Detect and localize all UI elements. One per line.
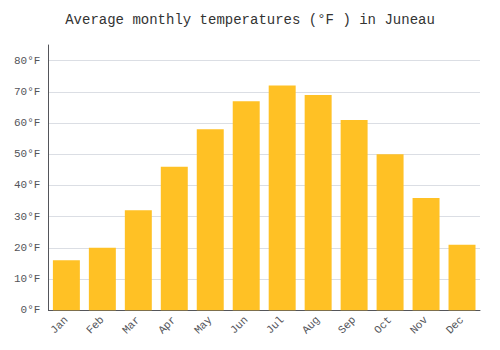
svg-text:70°F: 70°F [14,86,40,98]
svg-text:Aug: Aug [300,314,322,336]
svg-text:Average monthly temperatures (: Average monthly temperatures (°F ) in Ju… [65,12,435,28]
svg-text:Dec: Dec [444,314,466,336]
svg-text:40°F: 40°F [14,179,40,191]
svg-text:80°F: 80°F [14,55,40,67]
svg-text:50°F: 50°F [14,148,40,160]
svg-text:Jun: Jun [228,314,250,336]
svg-text:Jul: Jul [264,314,286,336]
svg-text:May: May [192,314,215,337]
svg-text:Apr: Apr [156,314,178,336]
svg-text:Nov: Nov [408,314,431,337]
svg-text:60°F: 60°F [14,117,40,129]
svg-text:Oct: Oct [372,314,394,336]
svg-text:Jan: Jan [48,314,70,336]
svg-text:Sep: Sep [336,314,358,336]
svg-text:10°F: 10°F [14,273,40,285]
svg-text:0°F: 0°F [21,304,41,316]
svg-text:20°F: 20°F [14,242,40,254]
svg-text:Feb: Feb [84,314,106,336]
svg-text:30°F: 30°F [14,211,40,223]
svg-text:Mar: Mar [120,314,142,336]
